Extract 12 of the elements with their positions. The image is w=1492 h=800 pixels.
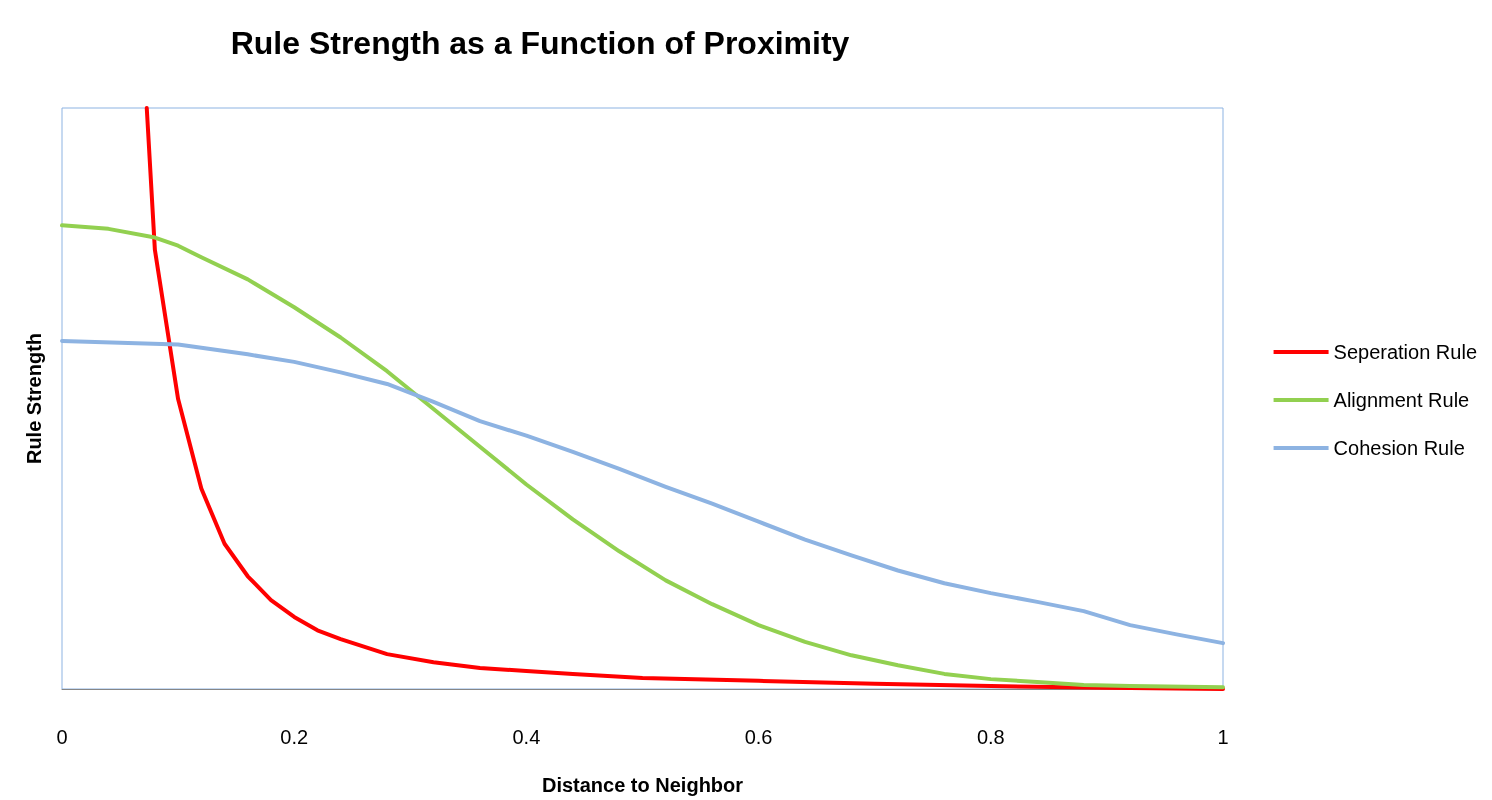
x-tick-label: 1	[1217, 726, 1229, 748]
x-tick-label: 0	[56, 726, 68, 748]
x-tick-label: 0.8	[976, 726, 1005, 748]
y-axis-title: Rule Strength	[23, 332, 45, 465]
x-axis-title: Distance to Neighbor	[541, 774, 744, 796]
legend-label: Alignment Rule	[1333, 389, 1470, 411]
legend-label: Seperation Rule	[1333, 341, 1478, 363]
x-tick-label: 0.6	[744, 726, 773, 748]
x-tick-label: 0.4	[512, 726, 541, 748]
legend-label: Cohesion Rule	[1333, 437, 1465, 459]
x-tick-label: 0.2	[280, 726, 309, 748]
chart-title: Rule Strength as a Function of Proximity	[230, 25, 850, 61]
